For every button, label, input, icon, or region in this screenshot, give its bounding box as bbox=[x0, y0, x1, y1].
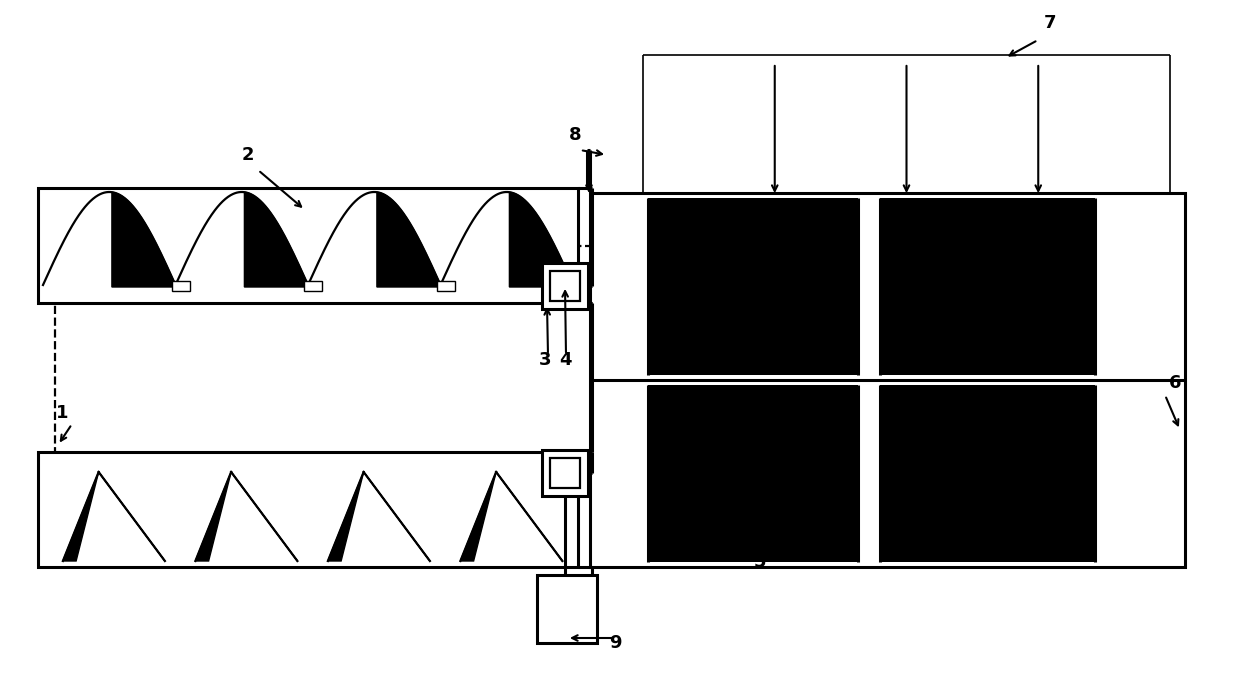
Bar bbox=[551, 271, 580, 301]
Text: 8: 8 bbox=[569, 126, 582, 144]
Bar bbox=[171, 281, 190, 291]
Text: 6: 6 bbox=[1169, 374, 1182, 392]
Polygon shape bbox=[510, 192, 573, 287]
Text: 1: 1 bbox=[56, 404, 68, 422]
Bar bbox=[649, 385, 858, 562]
Bar bbox=[649, 198, 858, 375]
Polygon shape bbox=[496, 472, 563, 561]
Polygon shape bbox=[196, 472, 231, 561]
Polygon shape bbox=[327, 472, 363, 561]
Polygon shape bbox=[99, 472, 165, 561]
Polygon shape bbox=[231, 472, 298, 561]
Bar bbox=[880, 385, 1095, 562]
Text: 9: 9 bbox=[609, 634, 621, 652]
Text: 2: 2 bbox=[242, 146, 254, 164]
Text: 4: 4 bbox=[559, 351, 572, 369]
Polygon shape bbox=[460, 472, 496, 561]
Polygon shape bbox=[63, 472, 99, 561]
Bar bbox=[542, 263, 588, 309]
Bar bbox=[38, 452, 578, 567]
Bar bbox=[880, 198, 1095, 375]
Text: 5: 5 bbox=[754, 553, 766, 571]
Polygon shape bbox=[377, 192, 440, 287]
Bar bbox=[38, 188, 578, 303]
Polygon shape bbox=[244, 192, 308, 287]
Bar bbox=[304, 281, 322, 291]
Polygon shape bbox=[363, 472, 430, 561]
Bar bbox=[551, 458, 580, 488]
Text: 3: 3 bbox=[538, 351, 552, 369]
Polygon shape bbox=[112, 192, 176, 287]
Bar bbox=[537, 575, 596, 643]
Bar bbox=[542, 450, 588, 496]
Text: 7: 7 bbox=[1044, 14, 1056, 32]
Bar bbox=[436, 281, 455, 291]
Bar bbox=[590, 193, 1185, 567]
